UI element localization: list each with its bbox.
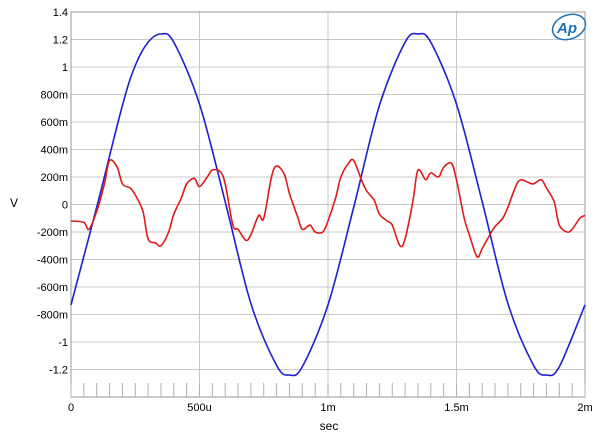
y-tick-label: 200m xyxy=(40,172,68,184)
y-tick-label: -400m xyxy=(37,255,68,267)
y-tick-label: -600m xyxy=(37,282,68,294)
series-line-1 xyxy=(70,32,586,377)
ap-logo-ring xyxy=(551,13,587,41)
y-tick-label: 1 xyxy=(62,62,68,74)
ap-logo: Ap xyxy=(551,13,587,41)
y-tick-label: -1 xyxy=(58,337,68,349)
x-tick-label: 500u xyxy=(187,402,211,414)
y-axis-label: V xyxy=(10,196,18,210)
x-tick-labels: 0 500u 1m 1.5m 2m xyxy=(68,402,593,414)
series-line-2 xyxy=(70,158,586,259)
y-tick-labels: 1.4 1.2 1 800m 600m 400m 200m 0 -200m -400m -600m -… xyxy=(37,7,68,377)
y-tick-label: 400m xyxy=(40,145,68,157)
y-tick-label: -800m xyxy=(37,310,68,322)
x-tick-label: 1m xyxy=(320,402,335,414)
y-tick-label: 800m xyxy=(40,90,68,102)
series-group xyxy=(70,32,586,377)
y-tick-label: 0 xyxy=(62,200,68,212)
x-tick-label: 1.5m xyxy=(444,402,468,414)
x-tick-label: 2m xyxy=(577,402,592,414)
y-tick-label: -200m xyxy=(37,227,68,239)
minor-ticks xyxy=(70,383,586,397)
y-tick-label: -1.2 xyxy=(49,365,68,377)
y-tick-label: 600m xyxy=(40,117,68,129)
x-axis-label: sec xyxy=(320,419,339,433)
y-tick-label: 1.4 xyxy=(53,7,68,19)
ap-logo-mark: Ap xyxy=(556,20,577,37)
x-tick-label: 0 xyxy=(68,402,74,414)
y-tick-label: 1.2 xyxy=(53,35,68,47)
grid xyxy=(71,12,585,397)
